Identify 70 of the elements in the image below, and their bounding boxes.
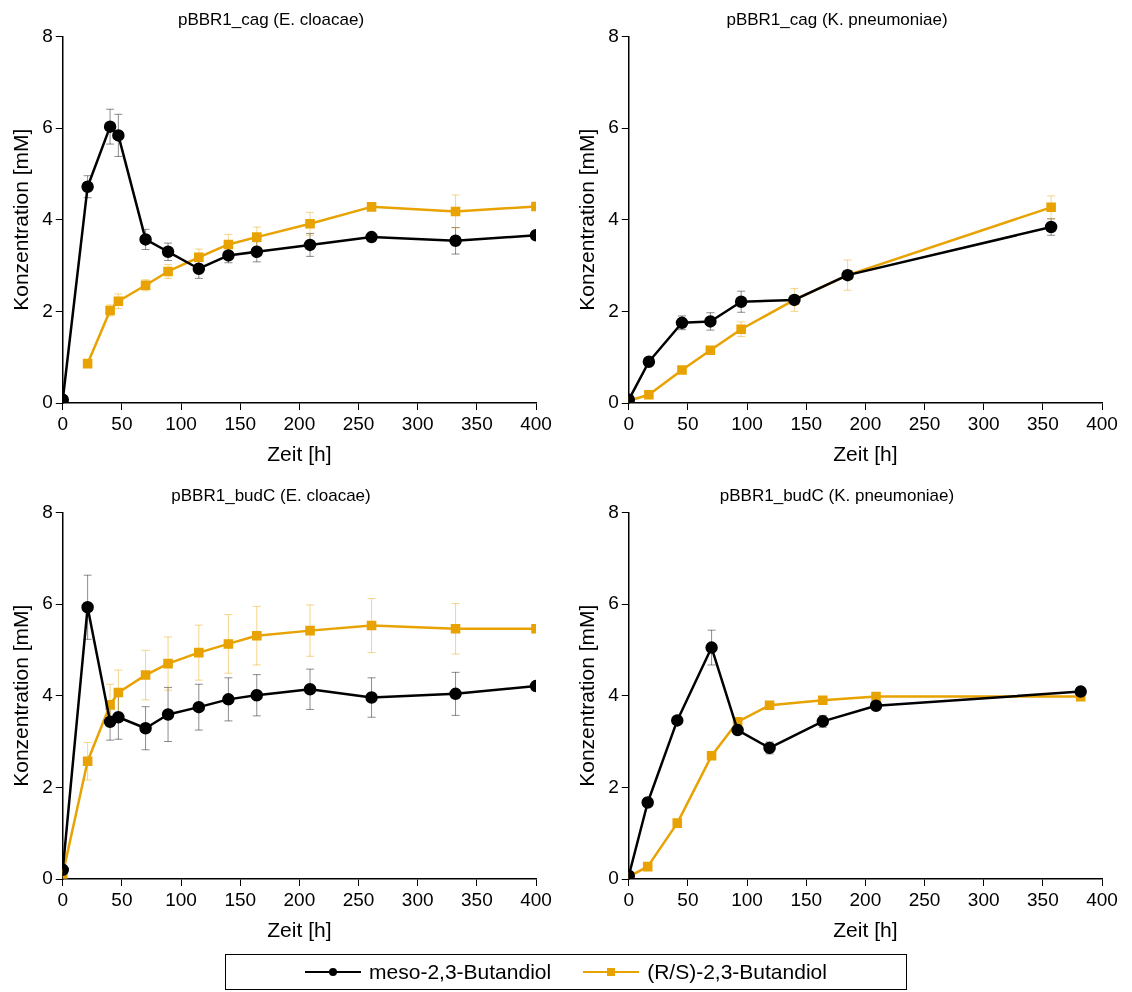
y-tick-label: 4 [608, 683, 620, 705]
y-tick-label: 6 [42, 116, 53, 138]
y-tick-label: 6 [608, 116, 619, 138]
x-tick-label: 350 [460, 888, 493, 910]
x-tick-label: 200 [283, 888, 316, 910]
x-tick-label: 0 [623, 412, 635, 434]
y-tick-label: 2 [608, 775, 619, 797]
x-tick-label: 50 [677, 888, 699, 910]
x-tick-label: 300 [401, 412, 434, 434]
x-tick-label: 150 [224, 888, 257, 910]
y-tick-label: 6 [608, 592, 619, 614]
chart-title: pBBR1_cag (K. pneumoniae) [726, 9, 948, 29]
y-tick-label: 0 [42, 867, 53, 889]
y-axis-title: Konzentration [mM] [575, 604, 599, 787]
x-tick-label: 250 [908, 412, 941, 434]
y-tick-label: 8 [42, 500, 53, 522]
y-tick-label: 4 [42, 683, 54, 705]
x-tick-label: 200 [849, 888, 882, 910]
x-axis-title: Zeit [h] [267, 918, 332, 942]
x-tick-label: 200 [849, 412, 882, 434]
x-tick-label: 250 [342, 888, 375, 910]
x-tick-label: 150 [790, 888, 823, 910]
x-tick-label: 400 [520, 412, 552, 434]
y-tick-label: 4 [608, 207, 620, 229]
chart-title: pBBR1_budC (K. pneumoniae) [719, 485, 955, 505]
x-tick-label: 100 [731, 412, 763, 434]
y-axis-title: Konzentration [mM] [9, 128, 33, 311]
y-tick-label: 8 [608, 24, 619, 46]
x-tick-label: 0 [623, 888, 635, 910]
x-tick-label: 200 [283, 412, 316, 434]
y-axis-title: Konzentration [mM] [575, 128, 599, 311]
chart-title: pBBR1_cag (E. cloacae) [177, 9, 365, 29]
y-tick-label: 4 [42, 207, 54, 229]
y-tick-label: 6 [42, 592, 53, 614]
x-tick-label: 100 [165, 888, 197, 910]
x-tick-label: 0 [57, 888, 69, 910]
x-tick-label: 300 [967, 412, 1000, 434]
x-axis-title: Zeit [h] [833, 918, 898, 942]
y-tick-label: 2 [42, 299, 53, 321]
x-tick-label: 250 [908, 888, 941, 910]
y-tick-label: 0 [608, 867, 619, 889]
x-tick-label: 150 [790, 412, 823, 434]
x-tick-label: 100 [731, 888, 763, 910]
x-tick-label: 400 [520, 888, 552, 910]
x-tick-label: 150 [224, 412, 257, 434]
x-tick-label: 50 [111, 412, 133, 434]
y-tick-label: 8 [608, 500, 619, 522]
y-axis-title: Konzentration [mM] [9, 604, 33, 787]
x-tick-label: 400 [1086, 888, 1118, 910]
x-axis-title: Zeit [h] [833, 442, 898, 466]
x-tick-label: 300 [967, 888, 1000, 910]
x-tick-label: 250 [342, 412, 375, 434]
x-tick-label: 350 [1026, 888, 1059, 910]
x-tick-label: 350 [460, 412, 493, 434]
y-tick-label: 2 [42, 775, 53, 797]
chart-title: pBBR1_budC (E. cloacae) [171, 485, 371, 505]
legend-label: (R/S)-2,3-Butandiol [647, 960, 827, 984]
y-tick-label: 8 [42, 24, 53, 46]
x-tick-label: 300 [401, 888, 434, 910]
x-tick-label: 50 [111, 888, 133, 910]
x-tick-label: 100 [165, 412, 197, 434]
x-tick-label: 350 [1026, 412, 1059, 434]
y-tick-label: 2 [608, 299, 619, 321]
x-tick-label: 400 [1086, 412, 1118, 434]
x-axis-title: Zeit [h] [267, 442, 332, 466]
x-tick-label: 50 [677, 412, 699, 434]
legend-label: meso-2,3-Butandiol [369, 960, 552, 984]
y-tick-label: 0 [42, 391, 53, 413]
y-tick-label: 0 [608, 391, 619, 413]
x-tick-label: 0 [57, 412, 69, 434]
